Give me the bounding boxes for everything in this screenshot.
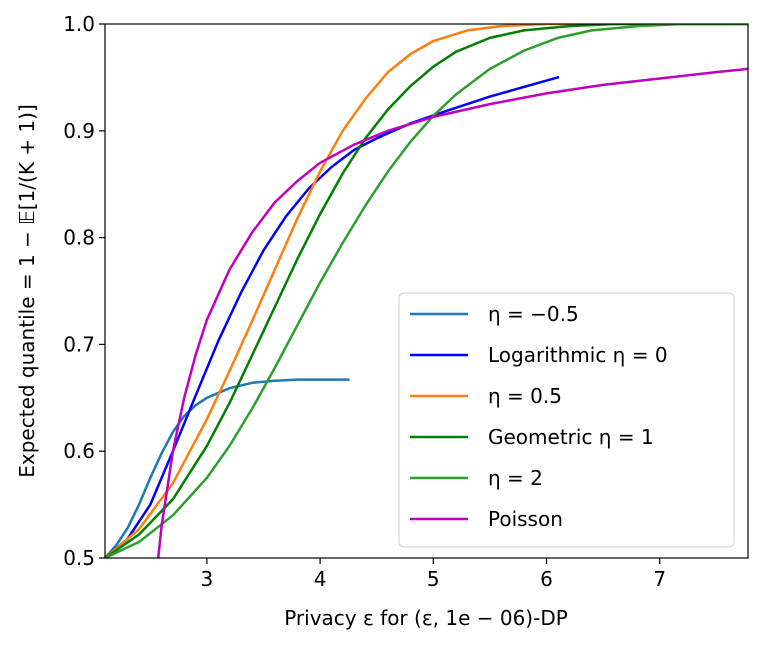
legend: η = −0.5 Logarithmic η = 0 η = 0.5 Geometri… bbox=[398, 292, 735, 548]
legend-box bbox=[398, 292, 735, 548]
x-tick-label: 6 bbox=[540, 567, 553, 591]
x-axis: 3 4 5 6 7 bbox=[201, 558, 666, 591]
legend-label-3: η = 0.5 bbox=[488, 384, 562, 408]
y-axis-label: Expected quantile = 1 − 𝔼[1/(K + 1)] bbox=[15, 104, 39, 477]
series-line-4 bbox=[105, 24, 748, 558]
legend-label-4: Geometric η = 1 bbox=[488, 425, 654, 449]
y-tick-label: 0.9 bbox=[63, 119, 95, 143]
legend-label-6: Poisson bbox=[488, 507, 563, 531]
y-tick-label: 0.7 bbox=[63, 332, 95, 356]
legend-label-2: Logarithmic η = 0 bbox=[488, 343, 668, 367]
legend-label-5: η = 2 bbox=[488, 466, 543, 490]
y-tick-label: 0.6 bbox=[63, 439, 95, 463]
plot-frame bbox=[104, 23, 749, 559]
x-tick-label: 7 bbox=[653, 567, 666, 591]
series-line-6 bbox=[156, 67, 748, 558]
y-tick-label: 0.5 bbox=[63, 546, 95, 570]
x-tick-label: 5 bbox=[427, 567, 440, 591]
y-tick-label: 1.0 bbox=[63, 12, 95, 36]
x-tick-label: 4 bbox=[314, 567, 327, 591]
y-tick-label: 0.8 bbox=[63, 226, 95, 250]
legend-label-1: η = −0.5 bbox=[488, 302, 579, 326]
x-tick-label: 3 bbox=[201, 567, 214, 591]
series-line-5 bbox=[105, 24, 748, 558]
x-axis-label: Privacy ε for (ε, 1e − 06)-DP bbox=[284, 606, 568, 630]
y-axis: 0.5 0.6 0.7 0.8 0.9 1.0 bbox=[63, 12, 105, 570]
